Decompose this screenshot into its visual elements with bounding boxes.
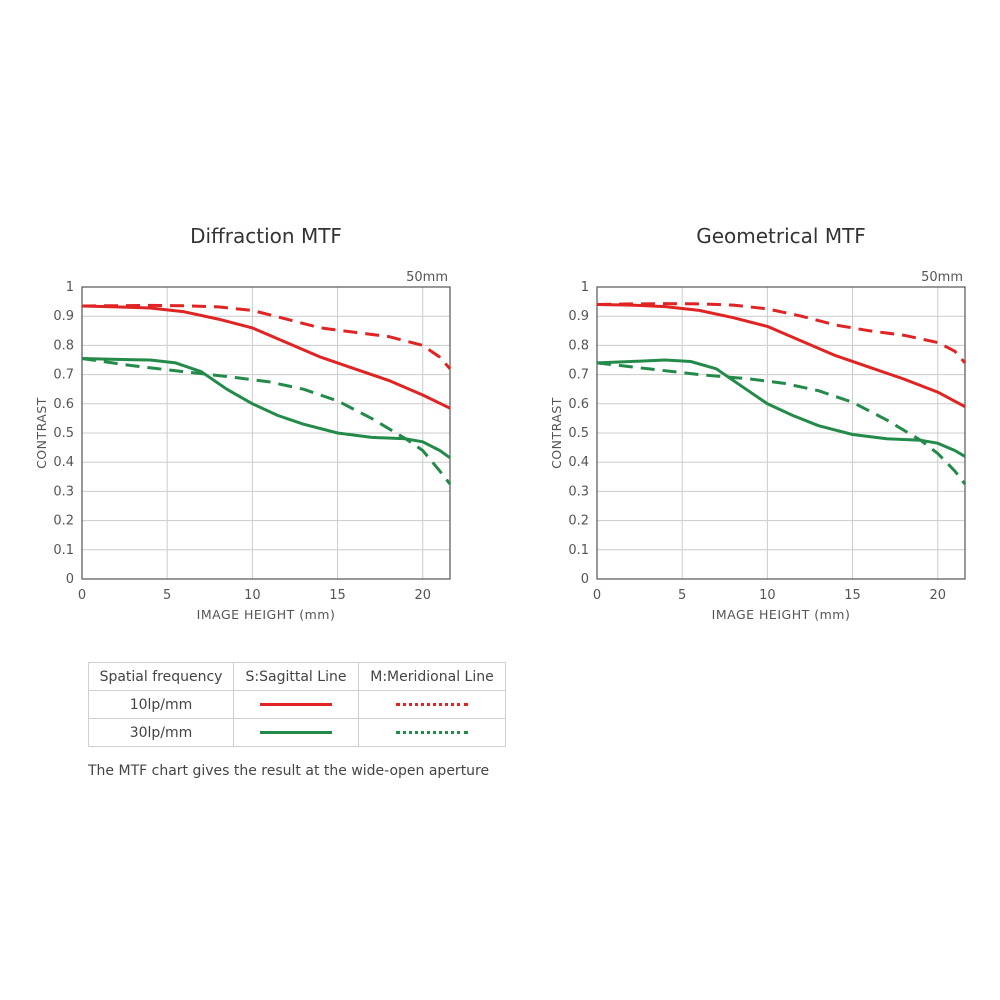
x-axis-label: IMAGE HEIGHT (mm) [197,607,336,622]
y-axis-label: CONTRAST [34,397,49,469]
y-tick-label: 0.8 [568,338,589,353]
legend-label-10lp: 10lp/mm [88,690,234,719]
legend-header-sagittal: S:Sagittal Line [233,662,359,691]
x-tick-label: 15 [329,588,346,603]
legend-swatch-10lp-sagittal [260,703,332,706]
y-tick-label: 1 [66,280,74,295]
aperture-note: The MTF chart gives the result at the wi… [88,763,490,779]
y-tick-label: 0.3 [53,484,74,499]
y-tick-label: 0.2 [568,514,589,529]
legend-header-meridional: M:Meridional Line [358,662,506,691]
focal-length-label: 50mm [406,270,448,285]
y-tick-label: 0.6 [53,397,74,412]
y-tick-label: 0.5 [53,426,74,441]
y-tick-label: 0.1 [53,543,74,558]
y-tick-label: 0 [581,572,589,587]
x-tick-label: 0 [78,588,86,603]
x-tick-label: 5 [678,588,686,603]
x-tick-label: 10 [244,588,261,603]
x-tick-label: 15 [844,588,861,603]
series-line-10lp-mm-meridional [596,302,967,364]
series-line-30lp-mm-meridional [596,361,967,486]
x-tick-label: 0 [593,588,601,603]
x-tick-label: 5 [163,588,171,603]
x-tick-label: 20 [929,588,946,603]
y-tick-label: 0.1 [568,543,589,558]
plot-frame [596,286,966,580]
y-tick-label: 0.6 [568,397,589,412]
focal-length-label: 50mm [921,270,963,285]
legend-swatch-30lp-meridional [396,731,468,734]
legend-row-10lp: 10lp/mm [88,690,506,719]
legend-swatch-10lp-meridional [396,703,468,706]
y-tick-label: 0 [66,572,74,587]
y-tick-label: 0.7 [568,368,589,383]
y-tick-label: 0.3 [568,484,589,499]
x-axis-label: IMAGE HEIGHT (mm) [712,607,851,622]
chart-title: Geometrical MTF [696,224,866,248]
y-tick-label: 1 [581,280,589,295]
y-tick-label: 0.4 [53,455,74,470]
series-line-30lp-mm-meridional [81,357,452,486]
series-line-10lp-mm-sagittal [596,303,966,409]
series-line-30lp-mm-sagittal [81,357,451,460]
legend-table: Spatial frequency S:Sagittal Line M:Meri… [88,662,506,747]
x-tick-label: 10 [759,588,776,603]
y-tick-label: 0.2 [53,514,74,529]
legend-header-row: Spatial frequency S:Sagittal Line M:Meri… [88,662,506,691]
diffraction-mtf-chart: Diffraction MTF 50mm 0 0.1 0.2 0.3 0.4 0.5 0.6 0.… [34,224,452,622]
y-tick-label: 0.9 [53,309,74,324]
series-line-10lp-mm-meridional [81,303,452,370]
geometrical-mtf-chart: Geometrical MTF 50mm 0 0.1 0.2 0.3 0.4 0.5 0.6 0.… [549,224,967,622]
legend-label-30lp: 30lp/mm [88,718,234,747]
series-line-10lp-mm-sagittal [81,304,451,410]
y-tick-label: 0.9 [568,309,589,324]
legend-row-30lp: 30lp/mm [88,718,506,747]
x-tick-label: 20 [414,588,431,603]
plot-frame [81,286,451,580]
chart-title: Diffraction MTF [190,224,342,248]
y-tick-label: 0.5 [568,426,589,441]
y-tick-label: 0.8 [53,338,74,353]
y-tick-label: 0.7 [53,368,74,383]
series-line-30lp-mm-sagittal [596,358,966,458]
y-tick-label: 0.4 [568,455,589,470]
legend-header-frequency: Spatial frequency [88,662,234,691]
legend-swatch-30lp-sagittal [260,731,332,734]
y-axis-label: CONTRAST [549,397,564,469]
